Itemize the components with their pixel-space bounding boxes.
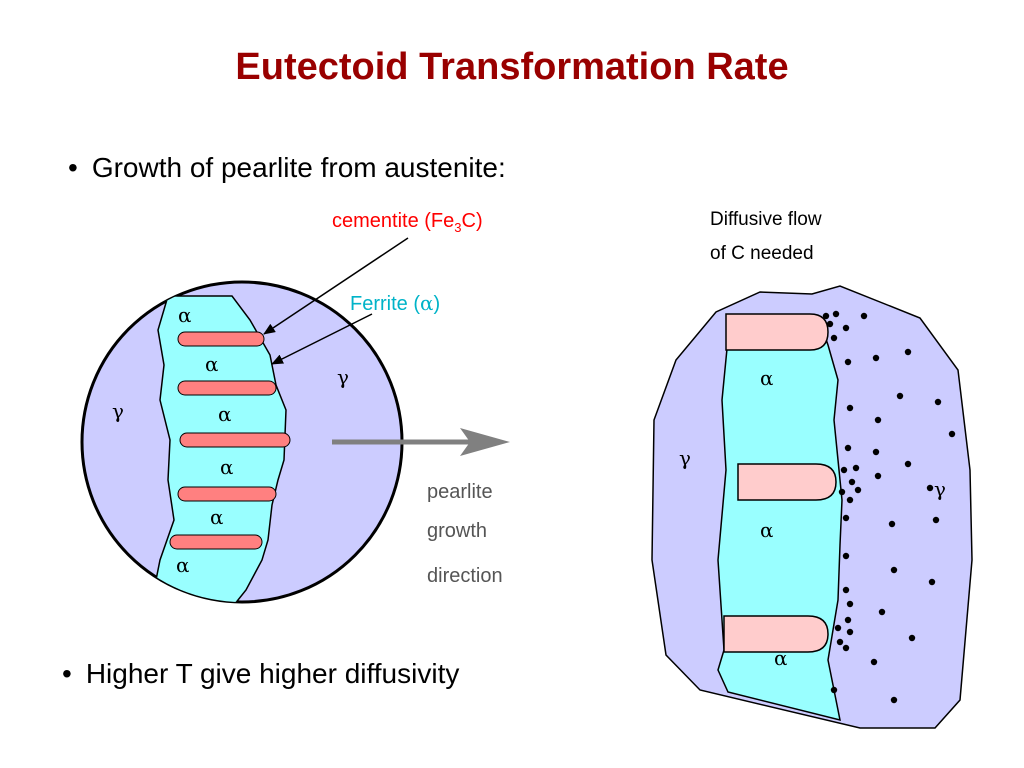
carbon-atom-dot: [830, 686, 838, 694]
carbon-atom-dot: [948, 430, 956, 438]
carbon-atom-dot: [842, 586, 850, 594]
carbon-atom-dot: [934, 398, 942, 406]
carbon-atom-dot: [872, 448, 880, 456]
carbon-atom-dot: [838, 488, 846, 496]
arrow-label-line: direction: [427, 565, 503, 587]
carbon-atoms: [822, 310, 956, 704]
carbon-atom-dot: [846, 628, 854, 636]
alpha-label: α: [176, 553, 190, 577]
carbon-atom-dot: [888, 520, 896, 528]
carbon-atom-dot: [846, 496, 854, 504]
carbon-atom-dot: [874, 472, 882, 480]
diffusion-caption-line: of C needed: [710, 243, 814, 264]
bullet-marker: •: [68, 152, 78, 183]
carbon-atom-dot: [852, 464, 860, 472]
bullet-marker: •: [62, 658, 72, 689]
carbon-atom-dot: [848, 478, 856, 486]
cementite-lamella: [169, 534, 263, 550]
slide-title: Eutectoid Transformation Rate: [235, 46, 789, 88]
alpha-label: α: [774, 646, 788, 670]
carbon-atom-dot: [842, 644, 850, 652]
alpha-label: α: [218, 402, 232, 426]
carbon-atom-dot: [826, 320, 834, 328]
carbon-atom-dot: [878, 608, 886, 616]
carbon-atom-dot: [890, 566, 898, 574]
cementite-label: cementite (Fe3C): [332, 210, 483, 235]
carbon-atom-dot: [836, 638, 844, 646]
cementite-lamella: [725, 313, 829, 351]
pearlite-colony: [149, 295, 287, 602]
cementite-lamella: [177, 380, 277, 396]
cementite-annotation: cementite (Fe3C): [263, 210, 483, 335]
alpha-label: α: [760, 518, 774, 542]
carbon-atom-dot: [844, 616, 852, 624]
cementite-lamellae-right: [723, 313, 837, 653]
carbon-atom-dot: [872, 354, 880, 362]
carbon-atom-dot: [834, 624, 842, 632]
carbon-atom-dot: [904, 460, 912, 468]
gamma-label: γ: [112, 399, 124, 423]
carbon-atom-dot: [908, 634, 916, 642]
carbon-atom-dot: [854, 486, 862, 494]
diffusion-caption-line: Diffusive flow: [710, 209, 822, 230]
carbon-atom-dot: [844, 358, 852, 366]
arrow-head: [460, 428, 510, 456]
carbon-atom-dot: [896, 392, 904, 400]
gamma-label: γ: [679, 446, 691, 470]
cementite-pointer: [263, 237, 409, 335]
gamma-label: γ: [337, 365, 349, 389]
carbon-atom-dot: [844, 444, 852, 452]
arrow-label-line: pearlite: [427, 481, 493, 503]
carbon-atom-dot: [822, 312, 830, 320]
cementite-lamella: [737, 463, 837, 501]
austenite-grain-left: α α α α α α γ γ: [80, 280, 404, 604]
ferrite-annotation: Ferrite (α): [271, 291, 440, 365]
carbon-atom-dot: [830, 334, 838, 342]
cementite-lamella: [723, 615, 829, 653]
ferrite-label: Ferrite (α): [350, 291, 440, 315]
carbon-atom-dot: [932, 516, 940, 524]
bullet-diffusivity: • Higher T give higher diffusivity: [62, 658, 459, 690]
carbon-atom-dot: [832, 310, 840, 318]
carbon-atom-dot: [842, 324, 850, 332]
carbon-atom-dot: [860, 312, 868, 320]
alpha-label: α: [760, 366, 774, 390]
arrow-label-line: growth: [427, 520, 487, 542]
carbon-atom-dot: [874, 416, 882, 424]
alpha-label: α: [178, 303, 192, 327]
alpha-label: α: [210, 505, 224, 529]
carbon-atom-dot: [846, 404, 854, 412]
bullet-text: Growth of pearlite from austenite:: [91, 152, 506, 183]
carbon-atom-dot: [842, 552, 850, 560]
gamma-label: γ: [934, 477, 946, 501]
bullet-growth: • Growth of pearlite from austenite:: [68, 152, 506, 184]
carbon-atom-dot: [846, 600, 854, 608]
ferrite-pointer: [271, 313, 373, 365]
cementite-lamella: [177, 486, 277, 502]
cementite-lamella: [179, 432, 291, 448]
carbon-atom-dot: [870, 658, 878, 666]
right-diagram: Diffusive flow of C needed α α α γ γ: [651, 209, 973, 729]
bullet-text: Higher T give higher diffusivity: [85, 658, 460, 689]
carbon-atom-dot: [904, 348, 912, 356]
carbon-atom-dot: [840, 466, 848, 474]
cementite-lamella: [177, 331, 265, 347]
carbon-atom-dot: [928, 578, 936, 586]
carbon-atom-dot: [890, 696, 898, 704]
carbon-atom-dot: [926, 484, 934, 492]
alpha-label: α: [220, 455, 234, 479]
growth-direction-arrow: pearlite growth direction: [332, 428, 510, 587]
cementite-lamellae-left: [169, 331, 291, 550]
alpha-label: α: [205, 352, 219, 376]
carbon-atom-dot: [842, 514, 850, 522]
